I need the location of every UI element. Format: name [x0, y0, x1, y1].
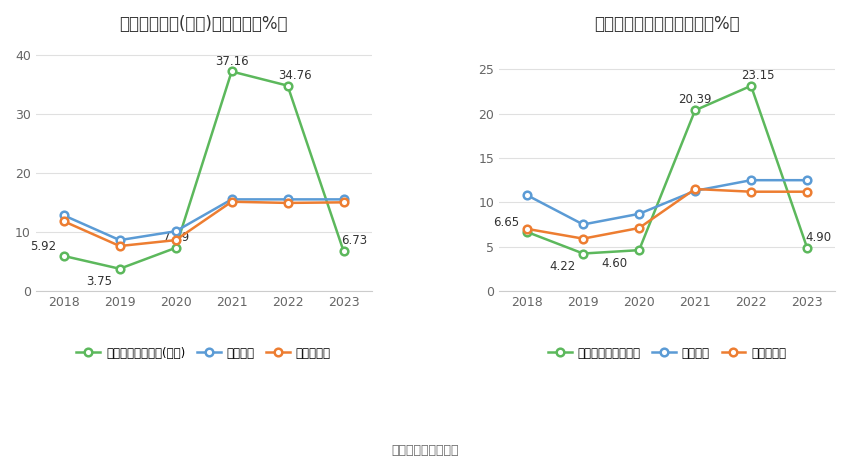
Legend: 公司净资产收益率(加权), 行业均值, 行业中位数: 公司净资产收益率(加权), 行业均值, 行业中位数: [71, 342, 336, 364]
Text: 34.76: 34.76: [278, 69, 311, 82]
Text: 20.39: 20.39: [678, 93, 711, 106]
Title: 投入资本回报率历年情况（%）: 投入资本回报率历年情况（%）: [594, 15, 740, 33]
Text: 4.22: 4.22: [549, 260, 575, 273]
Title: 净资产收益率(加权)历年情况（%）: 净资产收益率(加权)历年情况（%）: [119, 15, 288, 33]
Text: 7.29: 7.29: [162, 231, 189, 244]
Text: 6.73: 6.73: [342, 234, 368, 247]
Text: 3.75: 3.75: [86, 275, 112, 288]
Legend: 公司投入资本回报率, 行业均值, 行业中位数: 公司投入资本回报率, 行业均值, 行业中位数: [543, 342, 790, 364]
Text: 23.15: 23.15: [741, 69, 774, 82]
Text: 6.65: 6.65: [493, 217, 519, 230]
Text: 4.60: 4.60: [601, 257, 627, 270]
Text: 37.16: 37.16: [215, 55, 248, 67]
Text: 4.90: 4.90: [805, 230, 831, 244]
Text: 数据来源：恒生聚源: 数据来源：恒生聚源: [391, 444, 459, 458]
Text: 5.92: 5.92: [30, 241, 56, 253]
